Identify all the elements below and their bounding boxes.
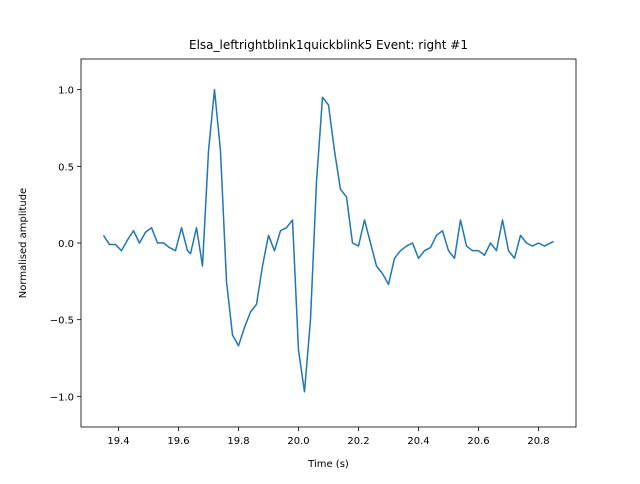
x-tick-label: 20.4 — [407, 436, 429, 447]
x-tick-label: 19.8 — [227, 436, 249, 447]
y-tick-label: −1.0 — [50, 392, 74, 403]
x-tick-label: 20.6 — [467, 436, 489, 447]
y-axis-label: Normalised amplitude — [18, 188, 29, 298]
chart-title: Elsa_leftrightblink1quickblink5 Event: r… — [189, 38, 468, 52]
x-tick-label: 19.6 — [167, 436, 189, 447]
plot-frame — [80, 58, 577, 428]
y-tick-label: 1.0 — [58, 86, 74, 97]
y-tick-label: 0.0 — [58, 239, 74, 250]
data-line — [102, 88, 554, 393]
y-tick-label: −0.5 — [50, 316, 74, 327]
x-axis-label: Time (s) — [307, 459, 349, 470]
x-tick-label: 20.8 — [527, 436, 549, 447]
x-tick-label: 20.2 — [347, 436, 369, 447]
y-tick-label: 0.5 — [58, 162, 74, 173]
x-tick-label: 20.0 — [287, 436, 309, 447]
x-tick-label: 19.4 — [107, 436, 129, 447]
